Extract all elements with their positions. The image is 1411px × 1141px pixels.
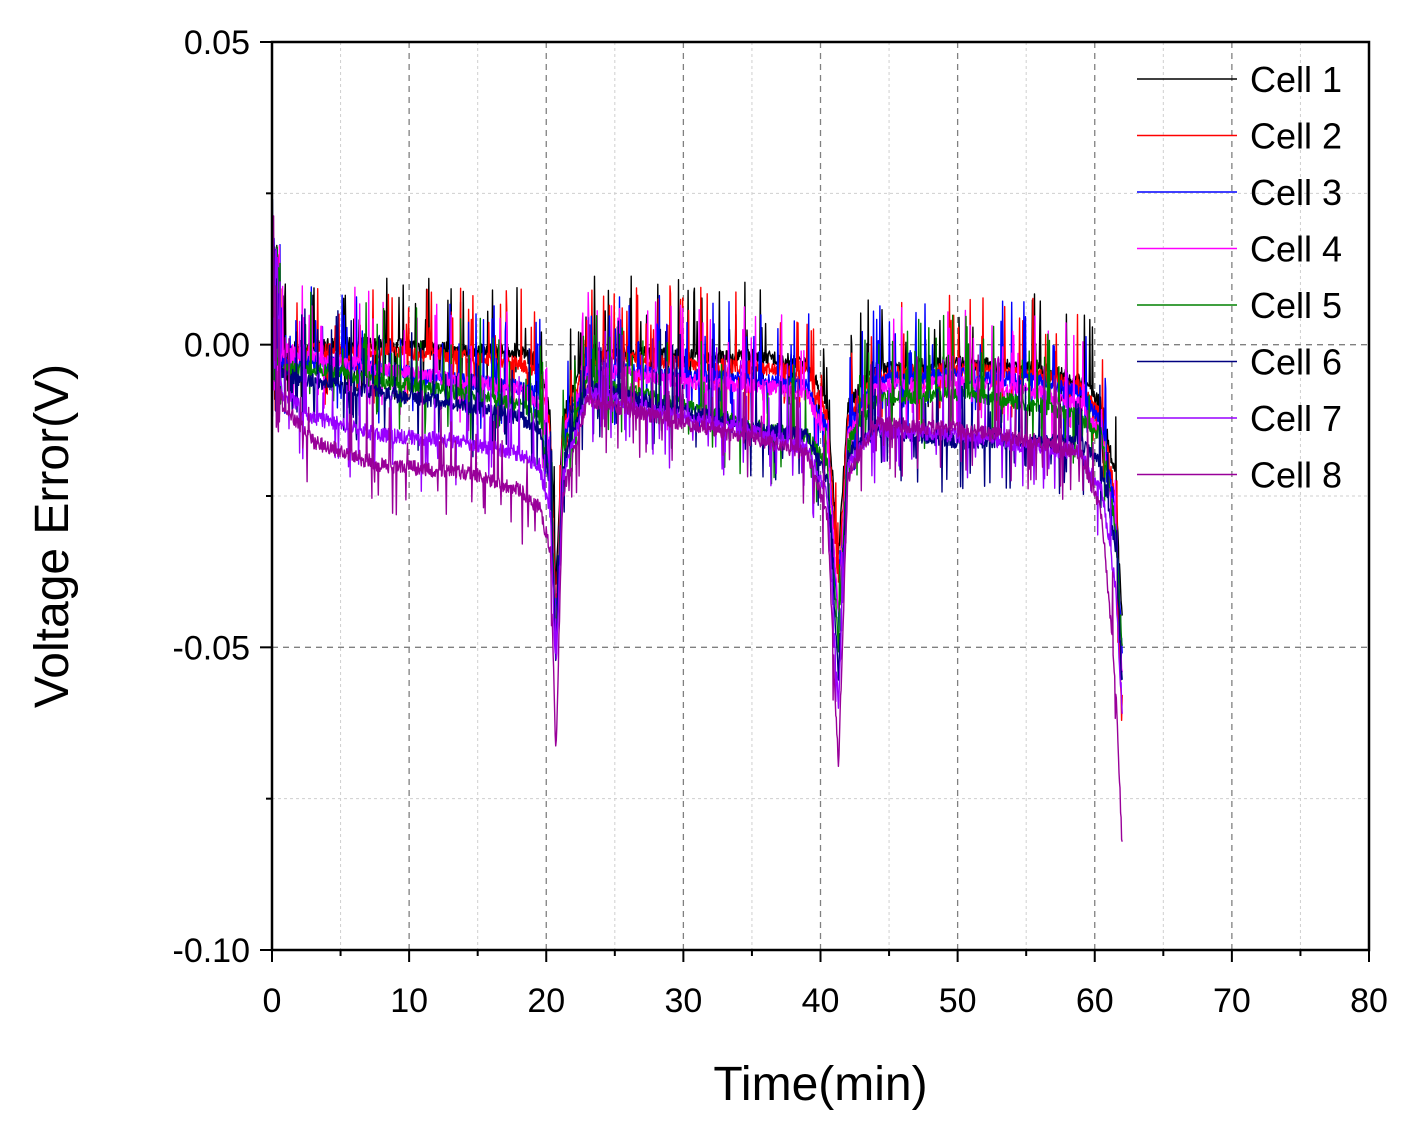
legend-label: Cell 7: [1250, 398, 1342, 439]
y-axis-title: Voltage Error(V): [26, 364, 79, 708]
y-tick-label: -0.10: [173, 932, 251, 970]
x-tick-label: 0: [263, 982, 282, 1020]
x-axis-title: Time(min): [713, 1058, 927, 1111]
series-line-cell-5: [271, 246, 1123, 653]
series-line-cell-8: [271, 215, 1123, 842]
legend-label: Cell 8: [1250, 455, 1342, 496]
legend-label: Cell 1: [1250, 59, 1342, 100]
legend-label: Cell 2: [1250, 116, 1342, 157]
x-tick-label: 30: [664, 982, 702, 1020]
series-layer: [271, 198, 1123, 842]
legend-label: Cell 5: [1250, 285, 1342, 326]
x-tick-label: 40: [802, 982, 840, 1020]
legend-label: Cell 6: [1250, 342, 1342, 383]
tick-layer: 0 10 20 30 40 50 60 70 80 -0.10 -0.05 0.00 0.05: [173, 24, 1388, 1020]
legend: Cell 1 Cell 2 Cell 3 Cell 4 Cell 5 Cell 6 Cell…: [1137, 59, 1342, 496]
y-tick-label: 0.05: [184, 24, 250, 62]
y-tick-label: -0.05: [173, 629, 251, 667]
legend-label: Cell 3: [1250, 172, 1342, 213]
x-tick-label: 10: [390, 982, 428, 1020]
x-tick-label: 60: [1076, 982, 1114, 1020]
x-tick-label: 70: [1213, 982, 1251, 1020]
y-tick-label: 0.00: [184, 327, 250, 365]
legend-label: Cell 4: [1250, 229, 1342, 270]
x-tick-label: 20: [527, 982, 565, 1020]
x-tick-label: 80: [1350, 982, 1388, 1020]
x-tick-label: 50: [939, 982, 977, 1020]
